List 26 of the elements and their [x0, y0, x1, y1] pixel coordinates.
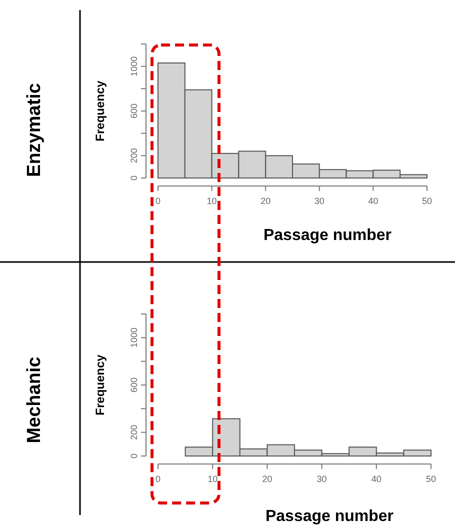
- y-tick-label: 0: [129, 453, 139, 459]
- x-tick-label: 50: [422, 196, 432, 206]
- y-tick-label: 0: [129, 175, 139, 181]
- x-tick-label: 20: [262, 474, 272, 484]
- text: Enzymatic: [24, 82, 45, 177]
- x-tick-label: 0: [155, 196, 161, 206]
- x-tick-label: 0: [155, 474, 161, 484]
- y-tick-label: 600: [129, 377, 139, 393]
- x-tick-label: 30: [314, 196, 324, 206]
- x-tick-label: 30: [316, 474, 327, 484]
- text: Mechanic: [24, 356, 45, 444]
- y-tick-label: 1000: [129, 56, 139, 76]
- x-tick-label: 10: [208, 474, 218, 484]
- y-tick-label: 200: [129, 424, 139, 440]
- y-tick-label: 1000: [129, 328, 139, 348]
- x-tick-label: 10: [206, 196, 217, 206]
- x-tick-label: 50: [426, 474, 436, 484]
- x-axis-title: Passage number: [263, 227, 392, 244]
- x-tick-label: 20: [260, 196, 271, 206]
- x-tick-label: 40: [368, 196, 378, 206]
- y-axis-title: Frequency: [93, 80, 107, 142]
- x-tick-label: 40: [371, 474, 382, 484]
- y-axis-title: Frequency: [93, 354, 107, 416]
- y-tick-label: 600: [129, 103, 139, 119]
- y-tick-label: 200: [129, 148, 139, 164]
- x-axis-title: Passage number: [265, 508, 394, 525]
